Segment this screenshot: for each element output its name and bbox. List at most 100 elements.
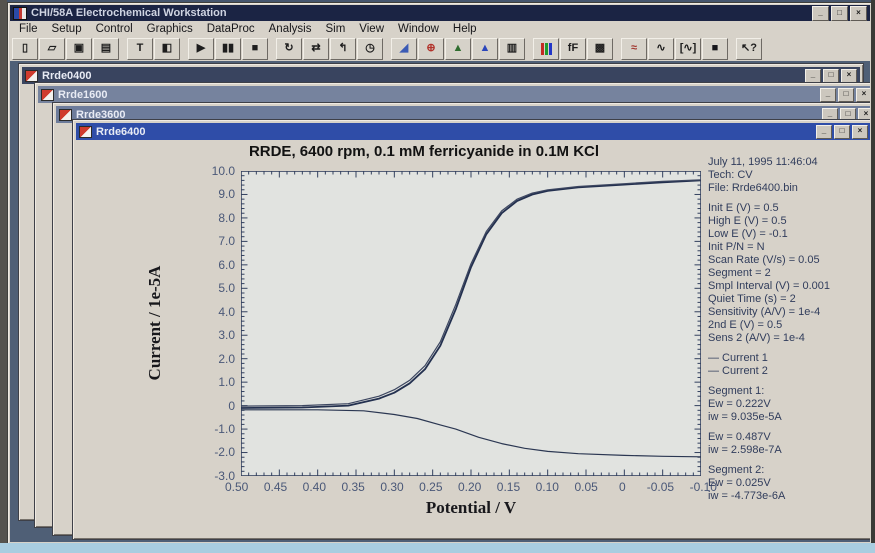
minimize-button[interactable]: _ (816, 124, 832, 139)
result-line: iw = -4.773e-6A (708, 490, 786, 502)
document-icon (79, 125, 92, 138)
copy-icon: ▩ (594, 42, 606, 54)
toolbar-separator (269, 39, 275, 59)
close-button[interactable]: × (852, 124, 868, 139)
toolbar-stop-button[interactable]: ■ (242, 37, 268, 60)
toolbar-new-button[interactable]: ▯ (12, 37, 38, 60)
toolbar-separator (729, 39, 735, 59)
help-pointer-icon: ↖? (741, 42, 757, 54)
toolbar-fit-button[interactable]: [∿] (675, 37, 701, 60)
text-tool-icon: T (136, 42, 144, 54)
minimize-button[interactable]: _ (805, 68, 821, 83)
x-tick: 0.05 (574, 480, 598, 494)
menu-window[interactable]: Window (398, 22, 439, 35)
toolbar-font-button[interactable]: fF (560, 37, 586, 60)
pause-icon: ▮▮ (221, 42, 235, 54)
window-title: Rrde1600 (58, 88, 108, 101)
app-window: CHI/58A Electrochemical Workstation _ □ … (7, 2, 873, 545)
reverse-icon: ⇄ (311, 42, 321, 54)
minimize-button[interactable]: _ (812, 5, 829, 21)
maximize-button[interactable]: □ (823, 68, 839, 83)
minimize-button[interactable]: _ (820, 87, 836, 102)
maximize-button[interactable]: □ (831, 5, 848, 21)
toolbar-pause-button[interactable]: ▮▮ (215, 37, 241, 60)
print-icon: ▤ (100, 42, 112, 54)
toolbar-window-tool-button[interactable]: ◧ (154, 37, 180, 60)
window-title: Rrde6400 (96, 125, 146, 138)
y-axis-ticks: 10.0 9.0 8.0 7.0 6.0 5.0 4.0 3.0 2.0 1.0… (185, 164, 235, 483)
toolbar-colors-button[interactable] (533, 37, 559, 60)
toolbar-print-button[interactable]: ▤ (93, 37, 119, 60)
toolbar-reverse-button[interactable]: ⇄ (303, 37, 329, 60)
timer-icon: ◷ (365, 42, 375, 54)
toolbar-graph-button[interactable]: ◢ (391, 37, 417, 60)
menu-sim[interactable]: Sim (325, 22, 346, 35)
param-line: Scan Rate (V/s) = 0.05 (708, 254, 820, 266)
maximize-button[interactable]: □ (838, 87, 854, 102)
result-line: Ew = 0.025V (708, 477, 771, 489)
parameters-panel: July 11, 1995 11:46:04 Tech: CV File: Rr… (708, 156, 870, 503)
rrde6400-titlebar[interactable]: Rrde6400 _ □ × (76, 123, 870, 140)
toolbar-separator (526, 39, 532, 59)
menu-file[interactable]: File (19, 22, 38, 35)
x-axis-ticks: 0.50 0.45 0.40 0.35 0.30 0.25 0.20 0.15 … (225, 480, 717, 494)
param-line: Sensitivity (A/V) = 1e-4 (708, 306, 821, 318)
menu-view[interactable]: View (359, 22, 384, 35)
window-tool-icon: ◧ (161, 42, 173, 54)
param-line: Low E (V) = -0.1 (708, 228, 788, 240)
param-line: Smpl Interval (V) = 0.001 (708, 280, 830, 292)
toolbar-run-button[interactable]: ▶ (188, 37, 214, 60)
y-tick: 2.0 (218, 351, 235, 366)
maximize-button[interactable]: □ (834, 124, 850, 139)
toolbar-peak-green-button[interactable]: ▲ (445, 37, 471, 60)
toolbar-save-button[interactable]: ▣ (66, 37, 92, 60)
menu-graphics[interactable]: Graphics (146, 22, 193, 35)
document-icon (59, 108, 72, 121)
menu-control[interactable]: Control (95, 22, 133, 35)
close-button[interactable]: × (850, 5, 867, 21)
file-name: File: Rrde6400.bin (708, 182, 798, 194)
toolbar-wave-button[interactable]: ∿ (648, 37, 674, 60)
data-window-icon: ■ (711, 42, 719, 54)
app-icon (13, 6, 27, 20)
technique: Tech: CV (708, 169, 753, 181)
rrde0400-titlebar[interactable]: Rrde0400 _ □ × (22, 67, 860, 84)
app-title: CHI/58A Electrochemical Workstation (31, 7, 227, 19)
rgb-bars-icon (540, 42, 552, 55)
toolbar-copy-button[interactable]: ▩ (587, 37, 613, 60)
toolbar-peak-blue-button[interactable]: ▲ (472, 37, 498, 60)
bezel-bottom (0, 543, 875, 553)
legend-current-1: — Current 1 (708, 352, 768, 364)
menu-help[interactable]: Help (452, 22, 477, 35)
document-icon (25, 69, 38, 82)
menu-analysis[interactable]: Analysis (268, 22, 312, 35)
toolbar-help-button[interactable]: ↖? (736, 37, 762, 60)
toolbar-overlay-button[interactable]: ▥ (499, 37, 525, 60)
toolbar-repeat-button[interactable]: ↻ (276, 37, 302, 60)
menu-setup[interactable]: Setup (51, 22, 82, 35)
x-tick: 0 (618, 480, 626, 494)
menu-dataproc[interactable]: DataProc (206, 22, 255, 35)
toolbar-timer-button[interactable]: ◷ (357, 37, 383, 60)
y-tick: 10.0 (211, 164, 235, 178)
toolbar-open-button[interactable]: ▱ (39, 37, 65, 60)
segment1-header: Segment 1: (708, 385, 765, 397)
close-button[interactable]: × (841, 68, 857, 83)
result-line: iw = 9.035e-5A (708, 411, 782, 423)
window-rrde6400: Rrde6400 _ □ × RRDE, 6400 rpm, 0.1 mM fe… (72, 119, 870, 540)
app-titlebar[interactable]: CHI/58A Electrochemical Workstation _ □ … (10, 5, 870, 21)
param-line: Sens 2 (A/V) = 1e-4 (708, 332, 805, 344)
peak-blue-icon: ▲ (479, 42, 491, 54)
toolbar-data-window-button[interactable]: ■ (702, 37, 728, 60)
close-button[interactable]: × (856, 87, 870, 102)
window-title: Rrde3600 (76, 108, 126, 121)
rrde3600-titlebar[interactable]: Rrde3600 _ □ × (56, 106, 870, 123)
rrde1600-titlebar[interactable]: Rrde1600 _ □ × (38, 86, 870, 103)
toolbar-text-button[interactable]: T (127, 37, 153, 60)
toolbar-step-button[interactable]: ↰ (330, 37, 356, 60)
toolbar-zoom-button[interactable]: ⊕ (418, 37, 444, 60)
y-tick: -1.0 (214, 421, 235, 436)
param-line: High E (V) = 0.5 (708, 215, 787, 227)
save-icon: ▣ (73, 42, 85, 54)
toolbar-smooth-button[interactable]: ≈ (621, 37, 647, 60)
